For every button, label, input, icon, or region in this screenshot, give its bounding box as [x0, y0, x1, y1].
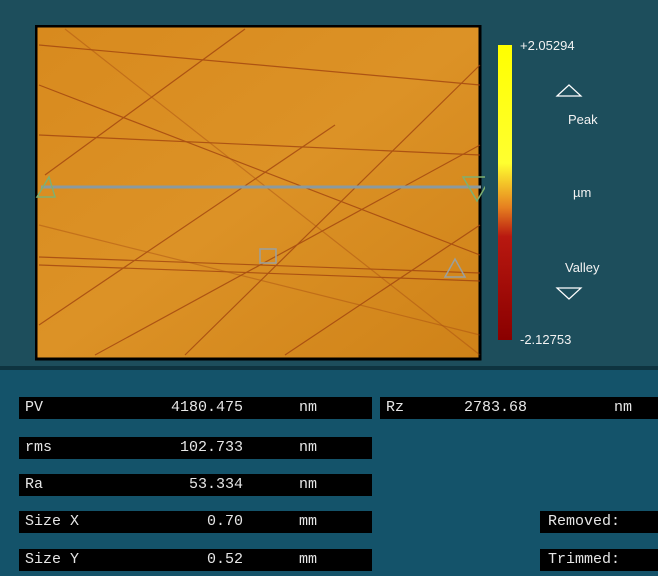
- color-bar: [498, 45, 512, 340]
- valley-label: Valley: [565, 260, 600, 275]
- status-box: Trimmed:: [540, 549, 658, 571]
- rz-value: 2783.68: [464, 399, 528, 416]
- scratches: [38, 28, 481, 356]
- result-row: Size Y 0.52 mm: [19, 549, 372, 571]
- result-label: rms: [25, 439, 53, 456]
- status-box: Removed:: [540, 511, 658, 533]
- min-label: -2.12753: [520, 332, 572, 347]
- result-unit: nm: [299, 399, 318, 416]
- result-label: Ra: [25, 476, 44, 493]
- surface-image: [35, 25, 482, 361]
- status-text: Removed:: [548, 513, 621, 530]
- result-row: Size X 0.70 mm: [19, 511, 372, 533]
- result-label: Size Y: [25, 551, 80, 568]
- result-value: 0.70: [206, 513, 243, 530]
- marker: [35, 175, 57, 198]
- surface-map: [35, 25, 485, 361]
- result-value: 102.733: [179, 439, 243, 456]
- result-value: 0.52: [206, 551, 243, 568]
- peak-label: Peak: [568, 112, 598, 127]
- marker: [461, 176, 485, 203]
- result-label: PV: [25, 399, 44, 416]
- result-label: Size X: [25, 513, 80, 530]
- max-label: +2.05294: [520, 38, 575, 53]
- unit-label: µm: [573, 185, 592, 200]
- rz-label: Rz: [386, 399, 405, 416]
- result-value: 4180.475: [170, 399, 243, 416]
- rz-unit: nm: [614, 399, 633, 416]
- cursor: [443, 257, 467, 278]
- result-row: rms 102.733 nm: [19, 437, 372, 459]
- result-unit: nm: [299, 476, 318, 493]
- rz-box: Rz 2783.68 nm: [380, 397, 658, 419]
- result-unit: nm: [299, 439, 318, 456]
- valley-icon: [555, 287, 583, 300]
- result-value: 53.334: [188, 476, 243, 493]
- peak-icon: [555, 84, 583, 97]
- result-unit: mm: [299, 513, 318, 530]
- result-unit: mm: [299, 551, 318, 568]
- cursor: [259, 248, 277, 264]
- result-row: Ra 53.334 nm: [19, 474, 372, 496]
- status-text: Trimmed:: [548, 551, 621, 568]
- result-row: PV 4180.475 nm: [19, 397, 372, 419]
